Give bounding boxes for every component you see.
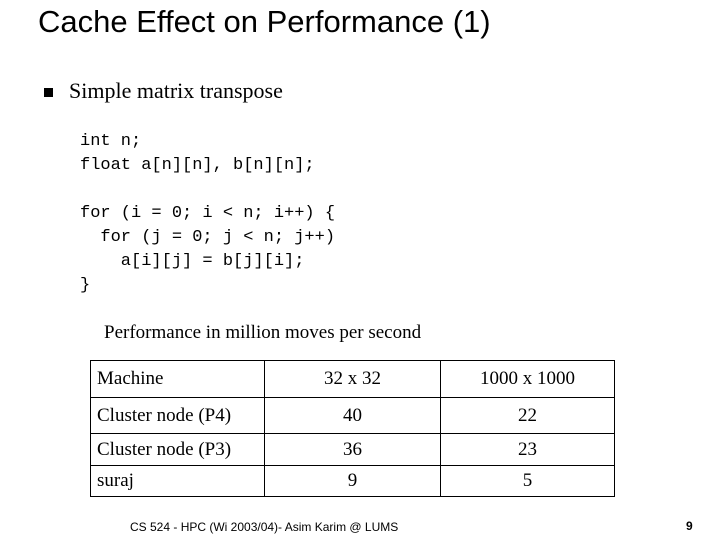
page-number: 9	[686, 519, 693, 533]
table-row: Cluster node (P3) 36 23	[90, 433, 615, 466]
header-cell-1000x1000: 1000 x 1000	[440, 360, 615, 398]
table-caption: Performance in million moves per second	[104, 322, 422, 343]
machine-cell: Cluster node (P4)	[90, 397, 265, 434]
code-transpose-loop: for (i = 0; i < n; i++) { for (j = 0; j …	[80, 204, 336, 295]
value-cell-32x32: 40	[264, 397, 441, 434]
value-cell-1000x1000: 5	[440, 465, 615, 497]
bullet-text: Simple matrix transpose	[69, 78, 283, 103]
value-cell-32x32: 36	[264, 433, 441, 466]
value-cell-32x32: 9	[264, 465, 441, 497]
code-declarations: int n; float a[n][n], b[n][n];	[80, 132, 315, 175]
performance-table: Machine 32 x 32 1000 x 1000 Cluster node…	[90, 360, 615, 497]
header-cell-32x32: 32 x 32	[264, 360, 441, 398]
header-cell-machine: Machine	[90, 360, 265, 398]
square-bullet-icon	[44, 87, 53, 97]
machine-cell: Cluster node (P3)	[90, 433, 265, 466]
value-cell-1000x1000: 23	[440, 433, 615, 466]
slide-footer: CS 524 - HPC (Wi 2003/04)- Asim Karim @ …	[130, 520, 399, 534]
slide-title: Cache Effect on Performance (1)	[38, 4, 491, 39]
table-header-row: Machine 32 x 32 1000 x 1000	[90, 360, 615, 398]
machine-cell: suraj	[90, 465, 265, 497]
table-row: Cluster node (P4) 40 22	[90, 397, 615, 434]
bullet-item: Simple matrix transpose	[44, 78, 283, 104]
table-row: suraj 9 5	[90, 465, 615, 497]
value-cell-1000x1000: 22	[440, 397, 615, 434]
